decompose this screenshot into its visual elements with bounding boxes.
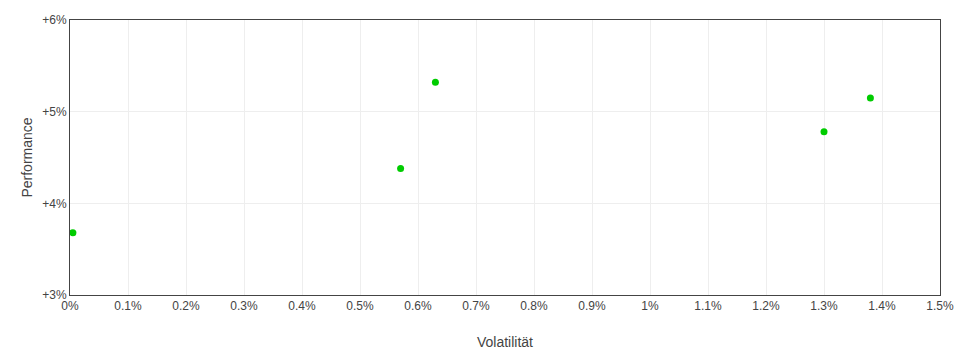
svg-text:Performance: Performance (19, 117, 35, 197)
svg-text:0.7%: 0.7% (462, 299, 490, 313)
svg-text:0.5%: 0.5% (346, 299, 374, 313)
svg-text:0.2%: 0.2% (172, 299, 200, 313)
svg-text:Volatilität: Volatilität (477, 334, 533, 350)
svg-text:0.4%: 0.4% (288, 299, 316, 313)
svg-text:0%: 0% (61, 299, 79, 313)
svg-text:0.3%: 0.3% (230, 299, 258, 313)
svg-text:0.1%: 0.1% (114, 299, 142, 313)
svg-text:+3%: +3% (42, 288, 67, 302)
svg-text:1.4%: 1.4% (868, 299, 896, 313)
svg-text:1.2%: 1.2% (752, 299, 780, 313)
svg-text:0.8%: 0.8% (520, 299, 548, 313)
svg-text:1.1%: 1.1% (694, 299, 722, 313)
svg-text:+6%: +6% (42, 13, 67, 27)
svg-text:+4%: +4% (42, 197, 67, 211)
svg-text:1%: 1% (641, 299, 659, 313)
svg-text:0.9%: 0.9% (578, 299, 606, 313)
svg-text:1.5%: 1.5% (926, 299, 954, 313)
svg-text:+5%: +5% (42, 105, 67, 119)
svg-text:1.3%: 1.3% (810, 299, 838, 313)
svg-text:0.6%: 0.6% (404, 299, 432, 313)
